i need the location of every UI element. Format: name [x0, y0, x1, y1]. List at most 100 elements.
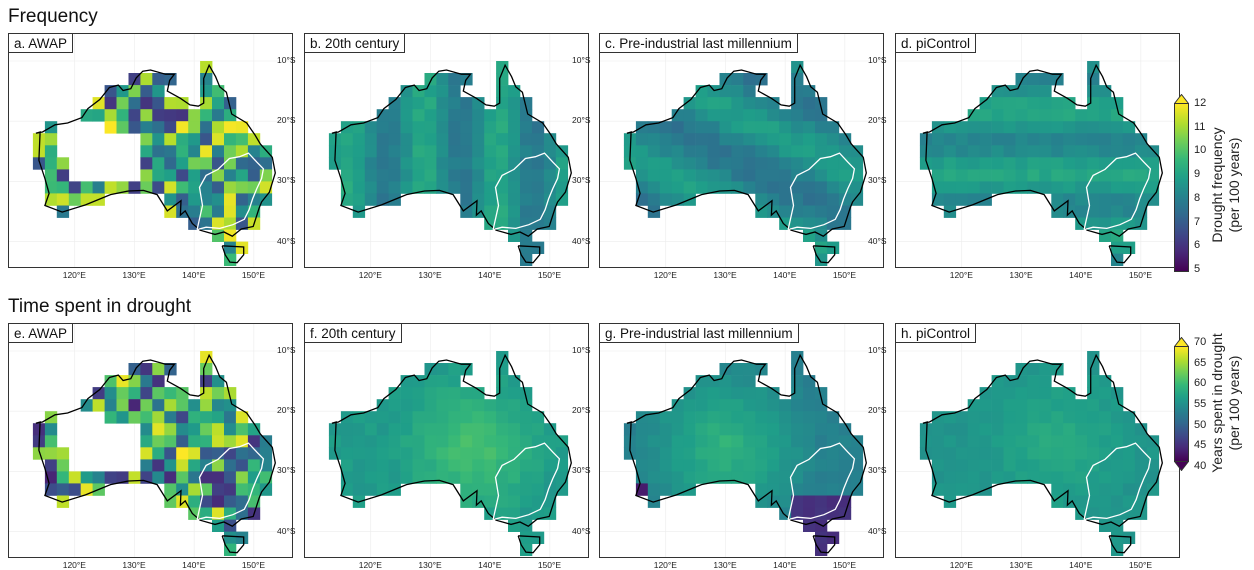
grid-cell — [364, 157, 378, 170]
grid-cell — [1099, 483, 1112, 496]
grid-cell — [1075, 181, 1088, 194]
grid-cell — [176, 411, 189, 424]
grid-cell — [412, 399, 425, 412]
grid-cell — [803, 229, 816, 242]
grid-cell — [448, 411, 461, 424]
grid-cell — [623, 447, 637, 460]
grid-cell — [1087, 85, 1100, 98]
grid-cell — [152, 157, 165, 170]
colorbar-tick-label: 5 — [1194, 263, 1201, 275]
grid-cell — [767, 97, 780, 110]
grid-cell — [259, 471, 273, 484]
grid-cell — [850, 181, 864, 194]
grid-cell — [520, 157, 533, 170]
grid-cell — [1111, 109, 1124, 122]
map-f — [305, 324, 588, 557]
grid-cell — [164, 471, 177, 484]
grid-cell — [388, 471, 401, 484]
grid-cell — [791, 399, 804, 412]
grid-cell — [931, 169, 945, 182]
region-outline — [787, 152, 856, 231]
grid-cell — [803, 193, 816, 206]
coastline — [626, 353, 867, 527]
grid-cell — [424, 471, 437, 484]
grid-cell — [1039, 85, 1052, 98]
grid-cell — [508, 387, 521, 400]
grid-cell — [400, 411, 413, 424]
grid-cell — [460, 169, 473, 182]
grid-cell — [152, 145, 165, 158]
grid-cell — [188, 205, 201, 218]
grid-cell — [1122, 483, 1136, 496]
grid-cell — [80, 399, 93, 412]
grid-cell — [695, 121, 708, 134]
grid-cell — [967, 109, 980, 122]
grid-cell — [235, 507, 249, 520]
grid-cell — [531, 133, 545, 146]
grid-cell — [235, 459, 249, 472]
grid-cell — [707, 169, 720, 182]
grid-cell — [803, 471, 816, 484]
grid-cell — [991, 133, 1004, 146]
grid-cell — [531, 423, 545, 436]
grid-cell — [755, 387, 768, 400]
grid-cell — [508, 205, 521, 218]
grid-cell — [388, 145, 401, 158]
grid-cell — [531, 193, 545, 206]
grid-cell — [683, 459, 696, 472]
grid-cell — [1122, 495, 1136, 508]
grid-cell — [388, 121, 401, 134]
grid-cell — [340, 459, 354, 472]
grid-cell — [850, 447, 864, 460]
grid-cell — [991, 85, 1004, 98]
grid-cell — [719, 109, 732, 122]
grid-cell — [623, 133, 637, 146]
grid-cell — [1087, 205, 1100, 218]
grid-cell — [967, 181, 980, 194]
grid-cell — [212, 205, 225, 218]
grid-cell — [376, 399, 389, 412]
grid-cell — [247, 471, 261, 484]
grid-cell — [376, 121, 389, 134]
grid-cell — [767, 471, 780, 484]
grid-cell — [188, 471, 201, 484]
lon-tick-label: 120°E — [949, 270, 973, 280]
grid-cell — [719, 145, 732, 158]
grid-cell — [1075, 399, 1088, 412]
grid-cell — [448, 399, 461, 412]
grid-cell — [484, 447, 497, 460]
grid-cell — [1099, 471, 1112, 484]
grid-cell — [448, 97, 461, 110]
grid-cell — [508, 97, 521, 110]
grid-cell — [1075, 193, 1088, 206]
grid-cell — [1039, 399, 1052, 412]
grid-cell — [472, 181, 485, 194]
grid-cell — [826, 121, 840, 134]
grid-cell — [364, 447, 378, 460]
grid-cell — [32, 133, 46, 146]
grid-cell — [472, 459, 485, 472]
grid-cell — [116, 471, 129, 484]
grid-cell — [1087, 399, 1100, 412]
grid-cell — [1146, 181, 1160, 194]
grid-cell — [188, 121, 201, 134]
grid-cell — [1099, 157, 1112, 170]
grid-cell — [1003, 145, 1016, 158]
grid-cell — [200, 193, 213, 206]
grid-cell — [376, 145, 389, 158]
grid-cell — [224, 459, 237, 472]
grid-cell — [460, 495, 473, 508]
grid-cell — [376, 181, 389, 194]
grid-cell — [460, 109, 473, 122]
grid-cell — [496, 423, 509, 436]
colorbar-tick-label: 45 — [1194, 439, 1207, 452]
grid-cell — [496, 85, 509, 98]
panel-label-h: h. piControl — [896, 324, 977, 343]
grid-cell — [388, 169, 401, 182]
grid-cell — [943, 471, 957, 484]
tasmania-coastline — [517, 245, 541, 264]
grid-cell — [520, 483, 533, 496]
grid-cell — [683, 133, 696, 146]
grid-cell — [340, 423, 354, 436]
grid-cell — [92, 387, 105, 400]
